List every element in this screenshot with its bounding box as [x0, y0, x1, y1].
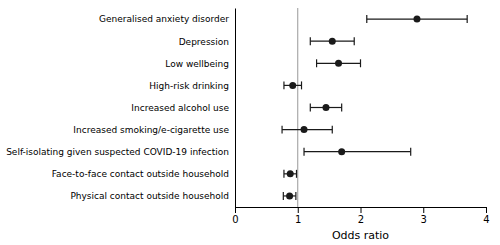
ci-cap-low [310, 37, 311, 45]
y-tick: Physical contact outside household [70, 191, 235, 201]
estimate [282, 126, 332, 134]
reference-line [297, 8, 298, 207]
ci-cap-low [316, 59, 317, 67]
x-tick-label: 4 [483, 214, 489, 225]
x-tick-label: 1 [295, 214, 301, 225]
point [335, 60, 342, 67]
y-tick-label: Depression [179, 37, 229, 47]
y-axis-line [235, 9, 236, 208]
x-tick-mark [235, 207, 236, 213]
x-tick-mark [486, 207, 487, 213]
ci-cap-low [283, 192, 284, 200]
chart: 0 1 2 3 4 Odds ratio Generalised anxiety disor… [0, 0, 500, 245]
y-tick-label: Increased alcohol use [131, 103, 229, 113]
plot-area [282, 8, 467, 207]
x-tick: 4 [483, 207, 489, 225]
ci-cap-low [310, 104, 311, 112]
x-axis-line [236, 208, 487, 214]
y-tick: Increased smoking/e-cigarette use [73, 125, 235, 135]
point [338, 148, 345, 155]
estimate [367, 15, 467, 23]
y-tick: Increased alcohol use [131, 103, 235, 113]
y-axis: Generalised anxiety disorder Depression Lo… [6, 9, 235, 208]
ci-cap-high [296, 170, 297, 178]
y-tick: Generalised anxiety disorder [99, 14, 235, 24]
x-axis: 0 1 2 3 4 [232, 207, 489, 225]
point [287, 170, 294, 177]
x-tick: 1 [295, 207, 301, 225]
y-tick: High-risk drinking [149, 81, 235, 91]
y-tick-label: Generalised anxiety disorder [99, 14, 229, 24]
point [289, 82, 296, 89]
ci-cap-high [467, 15, 468, 23]
estimate [310, 37, 354, 45]
x-tick: 3 [421, 207, 427, 225]
y-tick: Depression [179, 37, 235, 47]
point [286, 192, 293, 199]
x-tick-mark [423, 207, 424, 213]
point [322, 104, 329, 111]
ci-cap-high [360, 59, 361, 67]
y-tick-label: Increased smoking/e-cigarette use [73, 125, 229, 135]
y-tick-label: Self-isolating given suspected COVID-19 … [6, 147, 229, 157]
ci-cap-low [281, 126, 282, 134]
y-tick-label: High-risk drinking [149, 81, 229, 91]
point [329, 38, 336, 45]
ci-cap-low [283, 170, 284, 178]
y-tick: Self-isolating given suspected COVID-19 … [6, 147, 235, 157]
ci-cap-high [295, 192, 296, 200]
ci-cap-low [366, 15, 367, 23]
x-tick: 0 [232, 207, 238, 225]
ci-cap-high [332, 126, 333, 134]
y-tick-label: Low wellbeing [165, 59, 229, 69]
ci-line [304, 151, 411, 152]
x-tick-label: 2 [358, 214, 364, 225]
estimate [284, 81, 302, 89]
y-tick-label: Face-to-face contact outside household [52, 169, 229, 179]
ci-cap-high [341, 104, 342, 112]
x-tick-mark [361, 207, 362, 213]
estimate [284, 170, 297, 178]
ci-cap-high [410, 148, 411, 156]
y-tick-label: Physical contact outside household [70, 191, 229, 201]
ci-cap-low [283, 81, 284, 89]
point [301, 126, 308, 133]
estimate [317, 59, 361, 67]
x-tick-label: 3 [421, 214, 427, 225]
estimate [283, 192, 296, 200]
x-tick: 2 [358, 207, 364, 225]
x-tick-label: 0 [232, 214, 238, 225]
ci-cap-high [301, 81, 302, 89]
point [413, 16, 420, 23]
estimate [310, 104, 341, 112]
ci-cap-low [303, 148, 304, 156]
chart-container: 0 1 2 3 4 Odds ratio Generalised anxiety disor… [0, 0, 500, 245]
x-axis-title: Odds ratio [332, 229, 389, 242]
y-tick: Face-to-face contact outside household [52, 169, 235, 179]
estimate [304, 148, 411, 156]
ci-cap-high [354, 37, 355, 45]
x-tick-mark [298, 207, 299, 213]
y-tick: Low wellbeing [165, 59, 235, 69]
